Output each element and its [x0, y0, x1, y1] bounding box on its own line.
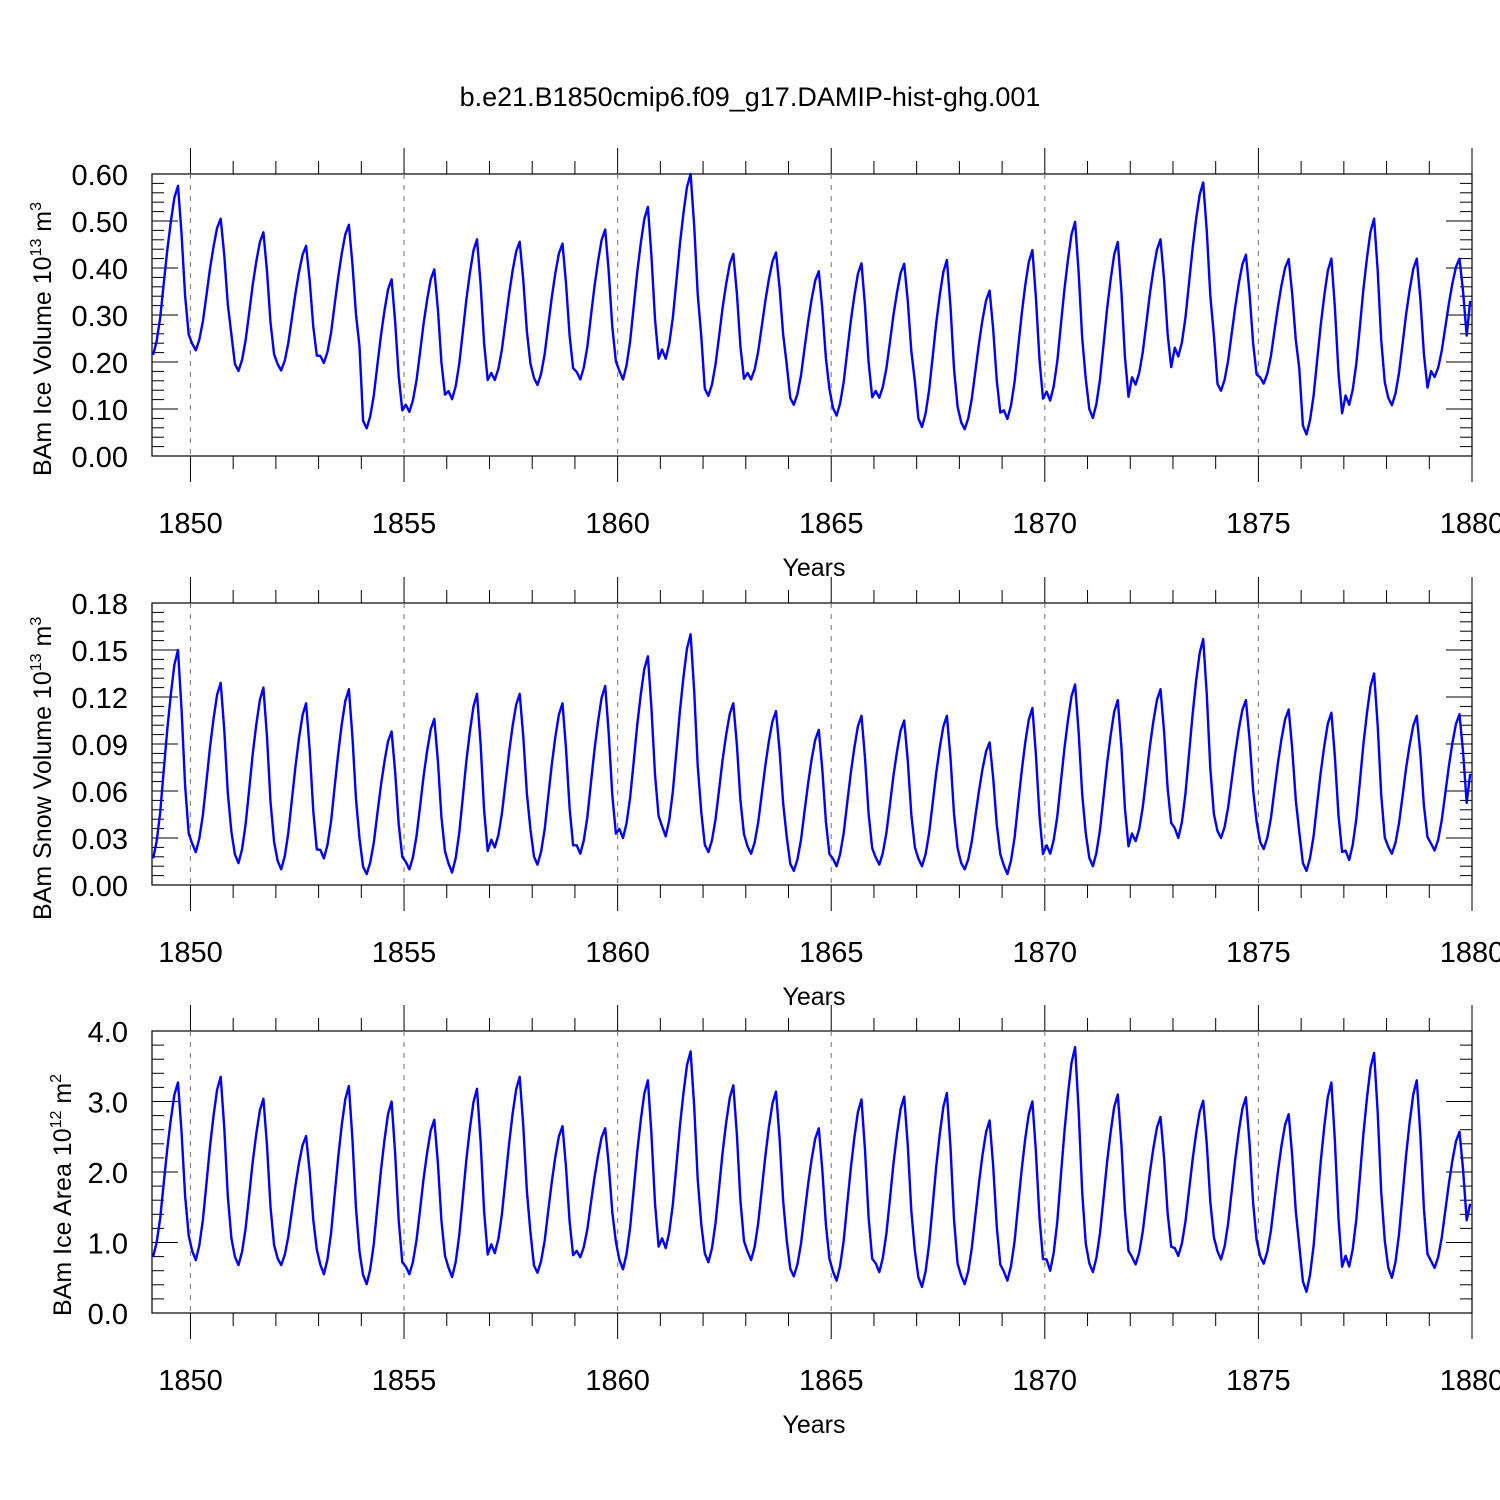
xtick-label: 1855	[372, 1365, 437, 1397]
plot-frame-ice-volume	[151, 173, 1473, 457]
ytick-label: 0.00	[72, 442, 128, 474]
ytick-label: 2.0	[88, 1158, 128, 1190]
xtick-label: 1865	[799, 937, 864, 969]
xtick-label: 1870	[1013, 937, 1078, 969]
xtick-label: 1855	[372, 937, 437, 969]
ytick-label: 0.30	[72, 301, 128, 333]
xaxis-label: Years	[782, 983, 845, 1011]
ytick-label: 0.12	[72, 683, 128, 715]
ytick-label: 1.0	[88, 1229, 128, 1261]
ytick-label: 0.18	[72, 589, 128, 621]
series-line-ice-area	[151, 1045, 1472, 1294]
ylabel-ice-volume: BAm Ice Volume 1013 m3	[28, 201, 57, 476]
plot-frame-snow-volume	[151, 602, 1473, 886]
ytick-label: 0.40	[72, 254, 128, 286]
ytick-label: 4.0	[88, 1017, 128, 1049]
ytick-label: 0.03	[72, 824, 128, 856]
xtick-label: 1860	[585, 508, 650, 540]
xtick-label: 1860	[585, 937, 650, 969]
ytick-label: 3.0	[88, 1088, 128, 1120]
ytick-label: 0.0	[88, 1299, 128, 1331]
xtick-label: 1850	[158, 1365, 223, 1397]
ylabel-snow-volume: BAm Snow Volume 1013 m3	[28, 616, 57, 920]
series-line-snow-volume	[151, 633, 1472, 876]
xtick-label: 1855	[372, 508, 437, 540]
ytick-label: 0.06	[72, 777, 128, 809]
chart-title: b.e21.B1850cmip6.f09_g17.DAMIP-hist-ghg.…	[459, 82, 1041, 112]
xtick-label: 1870	[1013, 508, 1078, 540]
series-line-ice-volume	[151, 172, 1472, 436]
xtick-label: 1850	[158, 937, 223, 969]
ytick-label: 0.50	[72, 207, 128, 239]
xtick-label: 1870	[1013, 1365, 1078, 1397]
xtick-label: 1875	[1226, 1365, 1291, 1397]
xtick-label: 1865	[799, 508, 864, 540]
ytick-label: 0.15	[72, 636, 128, 668]
xtick-label: 1850	[158, 508, 223, 540]
xtick-label: 1860	[585, 1365, 650, 1397]
xtick-label: 1865	[799, 1365, 864, 1397]
xtick-label: 1875	[1226, 508, 1291, 540]
xaxis-label: Years	[782, 554, 845, 582]
ytick-label: 0.10	[72, 395, 128, 427]
xtick-label: 1880	[1440, 1365, 1500, 1397]
ytick-label: 0.60	[72, 160, 128, 192]
xtick-label: 1880	[1440, 508, 1500, 540]
xtick-label: 1880	[1440, 937, 1500, 969]
ylabel-ice-area: BAm Ice Area 1012 m2	[48, 1073, 77, 1316]
xtick-label: 1875	[1226, 937, 1291, 969]
ytick-label: 0.20	[72, 348, 128, 380]
plot-frame-ice-area	[151, 1030, 1473, 1314]
ytick-label: 0.09	[72, 730, 128, 762]
xaxis-label: Years	[782, 1411, 845, 1439]
ytick-label: 0.00	[72, 871, 128, 903]
